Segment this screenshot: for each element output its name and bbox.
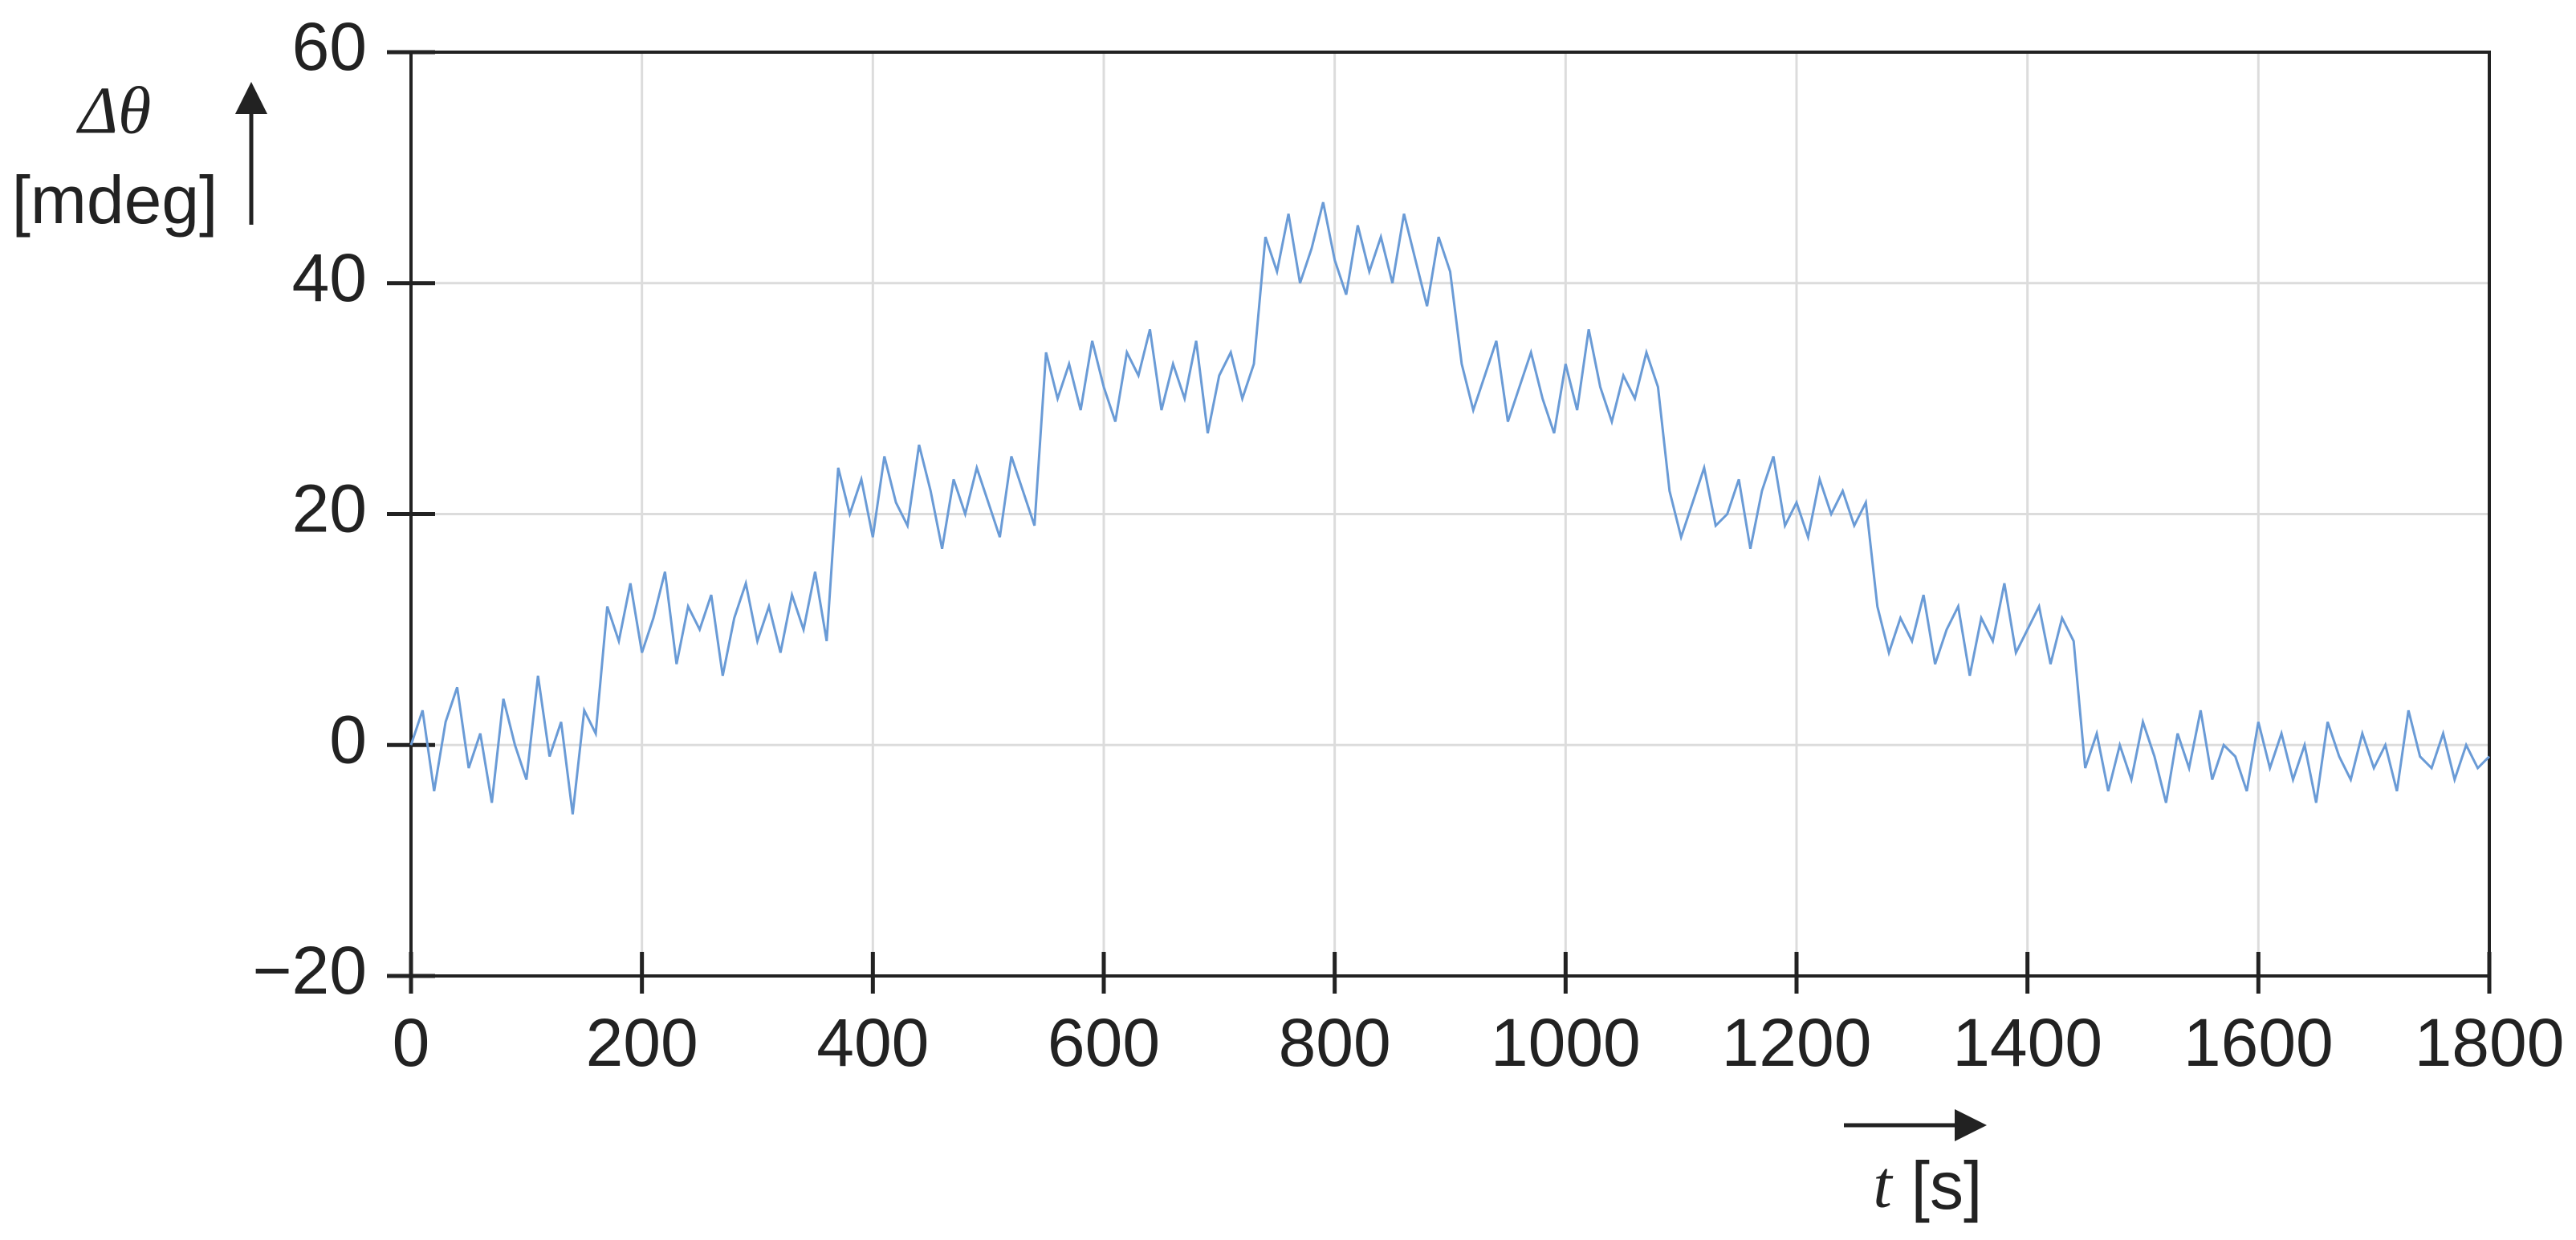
x-tick-label: 1600 [2183,1005,2334,1080]
x-tick-label: 1000 [1491,1005,1641,1080]
data-line [409,201,2491,815]
x-tick-label: 200 [586,1005,698,1080]
x-tick-label: 1200 [1722,1005,1872,1080]
plot-frame [409,51,2491,978]
x-unit: [s] [1911,1148,1983,1223]
y-unit: [mdeg] [12,162,218,238]
y-label: Δθ [76,73,152,148]
y-tick-label: −20 [253,933,368,1008]
y-tick-label: 40 [292,240,367,315]
x-label: t [1873,1147,1894,1222]
x-tick-label: 1800 [2415,1005,2565,1080]
x-tick-label: 0 [393,1005,430,1080]
y-tick-label: 60 [292,9,367,84]
y-tick-label: 0 [329,701,367,777]
x-tick-label: 1400 [1952,1005,2102,1080]
x-tick-label: 400 [816,1005,929,1080]
x-tick-label: 800 [1279,1005,1391,1080]
y-tick-label: 20 [292,471,367,547]
x-tick-label: 600 [1048,1005,1160,1080]
